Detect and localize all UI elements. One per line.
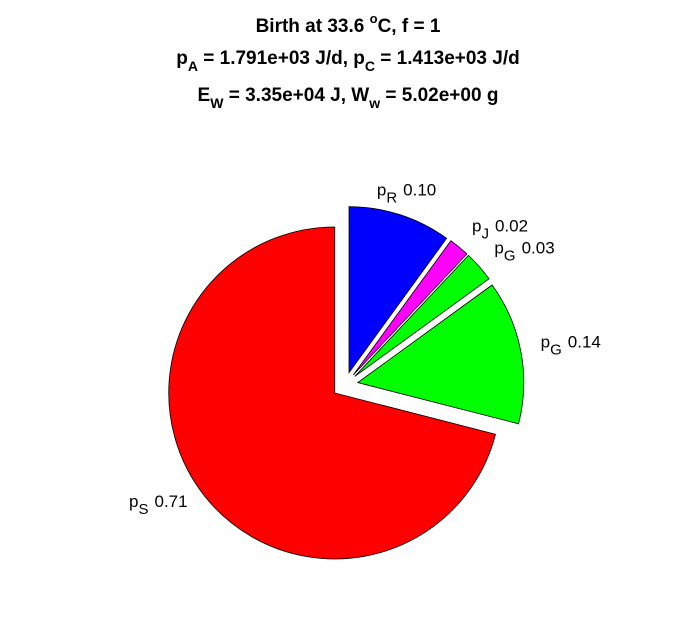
- title-text: = 3.35e+04 J, W: [223, 85, 369, 106]
- title-line: EW = 3.35e+04 J, Ww = 5.02e+00 g: [198, 85, 499, 111]
- label-value: 0.71: [155, 492, 188, 511]
- title-sub: w: [368, 95, 380, 111]
- title-sub: C: [365, 58, 375, 74]
- label-subscript: G: [504, 247, 516, 264]
- slice-label: pR 0.10: [377, 181, 436, 207]
- title-line: Birth at 33.6 oC, f = 1: [256, 11, 441, 37]
- pie-slice: [354, 254, 490, 377]
- title-sub: W: [210, 95, 224, 111]
- title-text: p: [176, 48, 188, 69]
- title-text: E: [198, 85, 211, 106]
- label-symbol: p: [377, 181, 386, 200]
- slice-label: pJ 0.02: [472, 217, 528, 243]
- title-line: pA = 1.791e+03 J/d, pC = 1.413e+03 J/d: [176, 48, 519, 74]
- label-symbol: p: [541, 333, 550, 352]
- label-value: 0.14: [568, 333, 601, 352]
- title-text: Birth at 33.6: [256, 16, 370, 37]
- label-symbol: p: [129, 492, 138, 511]
- label-value: 0.10: [403, 181, 436, 200]
- title-text: C, f = 1: [378, 16, 441, 37]
- label-symbol: p: [494, 238, 503, 257]
- label-subscript: S: [138, 501, 148, 518]
- label-symbol: p: [472, 217, 481, 236]
- title-text: = 1.413e+03 J/d: [375, 48, 520, 69]
- title-sup: o: [370, 11, 378, 26]
- label-value: 0.02: [495, 217, 528, 236]
- label-subscript: R: [386, 190, 397, 207]
- title-sub: A: [188, 58, 198, 74]
- title-text: = 1.791e+03 J/d, p: [198, 48, 365, 69]
- pie-slice: [352, 240, 468, 376]
- pie-slice: [348, 206, 448, 374]
- slice-label: pS 0.71: [129, 492, 188, 518]
- title-text: = 5.02e+00 g: [380, 85, 498, 106]
- slice-label: pG 0.03: [494, 238, 554, 264]
- pie-slice: [356, 284, 525, 425]
- pie-slice: [168, 226, 497, 560]
- label-value: 0.03: [522, 238, 555, 257]
- label-subscript: G: [550, 342, 562, 359]
- slice-label: pG 0.14: [541, 333, 601, 359]
- label-subscript: J: [481, 226, 489, 243]
